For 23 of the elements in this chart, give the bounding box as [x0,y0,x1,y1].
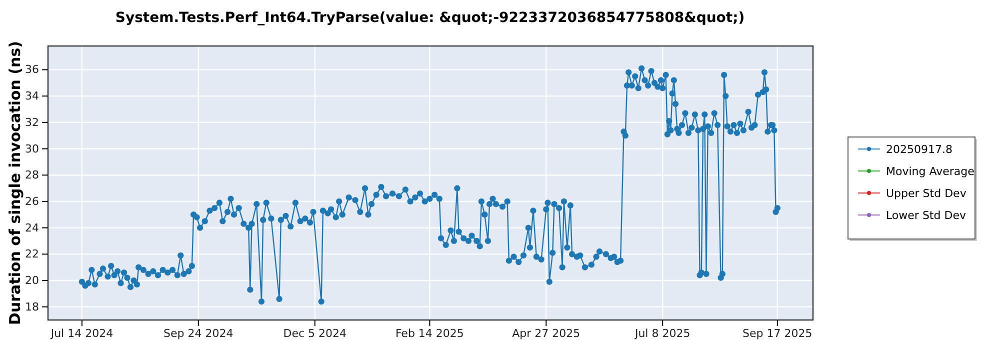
legend-label: Upper Std Dev [886,187,967,200]
y-tick-label: 34 [25,90,39,103]
x-tick-label: Apr 27 2025 [512,326,580,340]
y-tick-label: 32 [25,116,39,129]
y-tick-label: 26 [25,194,39,208]
x-tick-label: Sep 24 2024 [164,326,234,340]
y-tick-label: 18 [25,300,39,314]
legend-label: Moving Average [886,165,975,178]
y-tick-label: 28 [25,168,39,182]
x-tick-label: Feb 14 2025 [395,326,464,340]
y-tick-label: 22 [25,248,39,261]
chart-title: System.Tests.Perf_Int64.TryParse(value: &quot;-9223372036854775808&quot;) [115,10,745,26]
legend-label: 20250917.8 [886,143,952,156]
x-tick-label: Dec 5 2024 [283,326,346,340]
y-tick-label: 24 [25,221,39,234]
y-tick-label: 36 [25,63,39,76]
y-tick-label: 20 [25,274,39,287]
x-tick-label: Sep 17 2025 [742,326,812,340]
legend-label: Lower Std Dev [886,209,966,222]
y-axis-title: Duration of single invocation (ns) [6,41,24,325]
y-tick-label: 30 [25,142,39,156]
x-tick-label: Jul 14 2024 [50,326,114,340]
x-tick-label: Jul 8 2025 [634,326,690,340]
